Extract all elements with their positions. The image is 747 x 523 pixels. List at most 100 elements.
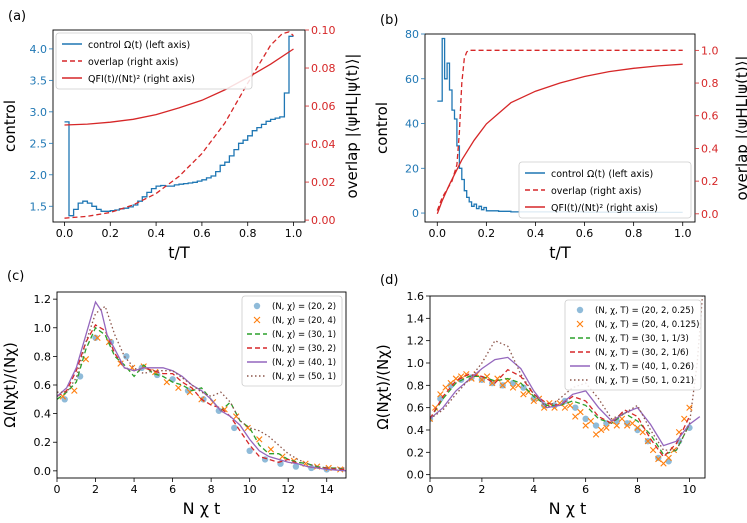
series-2-point — [618, 415, 626, 423]
panel-c: 0 2 4 6 8 10 12 14 N χ t 0.0 0.2 0.4 0.6 0.8 1.0 1.2 Ω(N… — [1, 269, 347, 518]
y-left-axis-label: control — [373, 102, 391, 154]
series-1-point — [572, 404, 579, 411]
series-1-point — [123, 353, 130, 360]
series-2-point — [175, 384, 182, 392]
y-tick-label: 0.6 — [34, 379, 52, 392]
legend-label-3: QFI(t)/(Nt)² (right axis) — [88, 74, 195, 85]
y-left-tick-label: 1.5 — [30, 200, 48, 213]
y-right-tick-label: 0.4 — [701, 142, 719, 155]
legend-box — [241, 295, 343, 387]
y-right-tick-label: 0.00 — [311, 214, 336, 227]
x-axis-label: t/T — [168, 243, 190, 262]
legend: control Ω(t) (left axis) overlap (right a… — [55, 32, 253, 90]
series-2-point — [94, 334, 101, 341]
y-right-tick-label: 0.02 — [311, 176, 336, 189]
y-left-tick-label: 2.5 — [30, 137, 48, 150]
series-2-point — [457, 373, 465, 380]
y-tick-label: 0.2 — [34, 436, 52, 449]
y-left-tick-label: 60 — [405, 73, 419, 86]
series-3-line — [436, 63, 683, 215]
x-tick-label: 1.0 — [285, 227, 303, 240]
legend-label-6: (N, χ) = (50, 1) — [272, 372, 336, 382]
legend-label-1: (N, χ, T) = (20, 2, 0.25) — [595, 306, 694, 316]
x-tick-label: 0.8 — [239, 227, 257, 240]
series-2-point — [623, 422, 631, 429]
legend-label-2: overlap (right axis) — [88, 57, 178, 68]
series-2-point — [452, 375, 460, 382]
y-tick-label: 1.0 — [34, 322, 52, 335]
series-2-point — [587, 417, 595, 425]
legend-box — [564, 299, 702, 391]
series-2-point — [686, 404, 693, 411]
panel-b: 0.0 0.2 0.4 0.6 0.8 1.0 t/T 0 20 40 60 80 0.0 0.2 0.4 0… — [373, 13, 747, 262]
x-tick-label: 0.4 — [147, 227, 165, 240]
y-right-axis-label: overlap |⟨ψHL|ψ(t)⟩| — [733, 56, 747, 201]
series-1-point — [582, 415, 589, 423]
x-axis-label: t/T — [549, 243, 571, 262]
x-tick-label: 0.6 — [576, 227, 594, 240]
y-left-tick-label: 4.0 — [30, 43, 48, 56]
y-tick-label: 0.6 — [407, 402, 425, 415]
y-left-tick-label: 0 — [412, 207, 419, 220]
series-1-point — [292, 463, 300, 470]
y-right-tick-label: 0.6 — [701, 110, 719, 123]
series-1-point — [92, 334, 99, 341]
series-1-point — [246, 447, 253, 455]
series-1-point — [215, 407, 223, 414]
x-tick-label: 4 — [131, 483, 138, 496]
series-2-point — [655, 455, 662, 463]
y-left-tick-label: 80 — [405, 28, 419, 41]
y-left-axis-label: control — [1, 100, 19, 152]
legend-label-5: (N, χ) = (40, 1) — [272, 358, 336, 368]
x-axis-label: N χ t — [549, 499, 587, 518]
legend-box — [518, 161, 692, 219]
x-tick-label: 0.8 — [625, 227, 643, 240]
y-left-tick-label: 20 — [405, 162, 419, 175]
series-1-point — [200, 396, 207, 403]
legend: (N, χ, T) = (20, 2, 0.25) (N, χ, T) = (20… — [564, 299, 702, 391]
y-right-tick-label: 0.10 — [311, 24, 336, 37]
series-2-point — [105, 338, 113, 346]
x-tick-label: 0.2 — [102, 227, 120, 240]
y-right-axis-label: overlap |⟨ψHL|ψ(t)⟩| — [343, 54, 361, 199]
axes-frame — [429, 295, 706, 479]
series-2-point — [566, 402, 574, 409]
y-right-tick-label: 0.8 — [701, 77, 719, 90]
series-5-line — [430, 356, 701, 447]
y-tick-label: 0.4 — [34, 408, 52, 421]
series-3-line — [64, 48, 294, 126]
series-2-point — [629, 420, 636, 427]
y-left-tick-label: 2.0 — [30, 169, 48, 182]
plot-area — [57, 300, 346, 473]
series-1-point — [623, 420, 631, 427]
series-2-point — [221, 406, 228, 413]
series-2-point — [256, 436, 263, 443]
series-2-point — [437, 391, 444, 398]
legend-label-3: (N, χ) = (30, 1) — [272, 330, 336, 340]
x-tick-label: 0.6 — [193, 227, 211, 240]
legend-sample-1 — [576, 306, 584, 314]
y-left-tick-label: 3.5 — [30, 74, 48, 87]
x-tick-label: 6 — [169, 483, 176, 496]
legend-label-1: control Ω(t) (left axis) — [88, 40, 190, 51]
y-axis-label: Ω(Nχt)/(Nχ) — [374, 344, 392, 430]
legend: control Ω(t) (left axis) overlap (right a… — [518, 161, 692, 219]
series-2-point — [267, 446, 275, 453]
series-4-line — [57, 324, 346, 471]
x-tick-label: 8 — [634, 483, 641, 496]
legend-label-1: control Ω(t) (left axis) — [551, 169, 653, 180]
x-tick-label: 0.4 — [527, 227, 545, 240]
axes-frame — [52, 29, 306, 223]
series-2-point — [603, 424, 610, 431]
series-2-point — [660, 460, 667, 467]
legend-label-1: (N, χ) = (20, 2) — [272, 302, 336, 312]
panel-d: 0 2 4 6 8 10 N χ t 0.0 0.2 0.4 0.6 0.8 1.0 1.2 1.4 1.6 Ω… — [374, 273, 706, 518]
y-tick-label: 0.4 — [407, 424, 425, 437]
series-2-point — [634, 424, 641, 431]
legend-label-3: QFI(t)/(Nt)² (right axis) — [551, 203, 658, 214]
series-2-point — [463, 370, 470, 378]
series-2-point — [577, 408, 584, 416]
x-tick-label: 0 — [54, 483, 61, 496]
series-1-point — [231, 424, 238, 432]
